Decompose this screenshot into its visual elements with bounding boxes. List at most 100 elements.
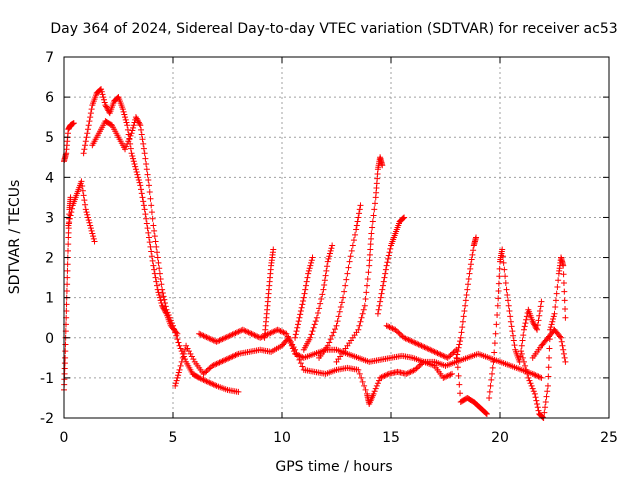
data-point xyxy=(332,326,339,333)
data-point xyxy=(62,348,69,355)
data-point xyxy=(415,341,422,348)
data-point xyxy=(147,195,154,202)
data-point xyxy=(493,321,500,328)
data-point xyxy=(213,338,220,345)
data-point xyxy=(443,354,450,361)
data-point xyxy=(129,152,136,159)
data-point xyxy=(212,361,219,368)
data-point xyxy=(392,326,399,333)
data-point xyxy=(188,353,195,360)
data-point xyxy=(467,265,474,272)
data-point xyxy=(308,331,315,338)
data-point xyxy=(148,253,155,260)
data-point xyxy=(65,241,72,248)
data-point xyxy=(529,385,536,392)
data-point xyxy=(488,376,495,383)
data-point xyxy=(537,303,544,310)
data-point xyxy=(495,280,502,287)
data-point xyxy=(545,373,552,380)
series-ridge-6 xyxy=(374,214,408,317)
data-point xyxy=(446,372,453,379)
data-point xyxy=(525,374,532,381)
data-point xyxy=(61,370,68,377)
data-point xyxy=(349,242,356,249)
data-point xyxy=(535,317,542,324)
data-point xyxy=(327,247,334,254)
data-point xyxy=(267,330,274,337)
data-point xyxy=(462,302,469,309)
data-point xyxy=(473,234,480,241)
data-point xyxy=(371,388,378,395)
data-point xyxy=(360,306,367,313)
series-ridge-2 xyxy=(292,254,316,341)
data-point xyxy=(352,231,359,238)
data-point xyxy=(560,279,567,286)
data-point xyxy=(459,324,466,331)
data-point xyxy=(499,253,506,260)
data-point xyxy=(62,354,69,361)
data-point xyxy=(447,352,454,359)
data-point xyxy=(161,296,168,303)
data-point xyxy=(431,348,438,355)
data-point xyxy=(190,356,197,363)
data-point xyxy=(85,217,92,224)
data-point xyxy=(67,194,74,201)
data-point xyxy=(133,168,140,175)
data-point xyxy=(174,374,181,381)
data-point xyxy=(297,308,304,315)
data-point xyxy=(141,150,148,157)
data-point xyxy=(398,332,405,339)
data-point xyxy=(363,289,370,296)
data-point xyxy=(216,337,223,344)
data-point xyxy=(270,246,277,253)
data-point xyxy=(381,274,388,281)
data-point xyxy=(68,209,75,216)
data-point xyxy=(401,334,408,341)
data-point xyxy=(309,254,316,261)
data-point xyxy=(421,344,428,351)
x-tick-label: 25 xyxy=(600,430,618,446)
data-point xyxy=(220,357,227,364)
data-point xyxy=(358,314,365,321)
data-point xyxy=(176,342,183,349)
data-point xyxy=(228,354,235,361)
data-point xyxy=(130,155,137,162)
data-point xyxy=(180,350,187,357)
series-late-cluster-c xyxy=(529,326,569,365)
data-point xyxy=(502,279,509,286)
data-point xyxy=(377,298,384,305)
data-point xyxy=(533,397,540,404)
data-point xyxy=(538,298,545,305)
data-point xyxy=(383,322,390,329)
data-point xyxy=(149,257,156,264)
y-tick-label: 3 xyxy=(45,210,54,226)
data-point xyxy=(553,290,560,297)
data-point xyxy=(444,354,451,361)
data-point xyxy=(283,330,290,337)
series-ridge-3 xyxy=(300,242,336,353)
data-point xyxy=(175,339,182,346)
data-point xyxy=(461,308,468,315)
data-point xyxy=(414,340,421,347)
data-point xyxy=(329,242,336,249)
data-point xyxy=(241,327,248,334)
data-point xyxy=(264,331,271,338)
data-point xyxy=(562,314,569,321)
data-point xyxy=(277,328,284,335)
data-point xyxy=(534,400,541,407)
data-point xyxy=(530,388,537,395)
data-point xyxy=(239,326,246,333)
data-point xyxy=(300,298,307,305)
data-point xyxy=(536,374,543,381)
data-point xyxy=(144,225,151,232)
data-point xyxy=(154,282,161,289)
data-point xyxy=(518,348,525,355)
data-point xyxy=(559,342,566,349)
data-point xyxy=(466,270,473,277)
data-point xyxy=(446,353,453,360)
data-point xyxy=(324,263,331,270)
data-point xyxy=(222,334,229,341)
data-point xyxy=(368,235,375,242)
data-point xyxy=(280,329,287,336)
